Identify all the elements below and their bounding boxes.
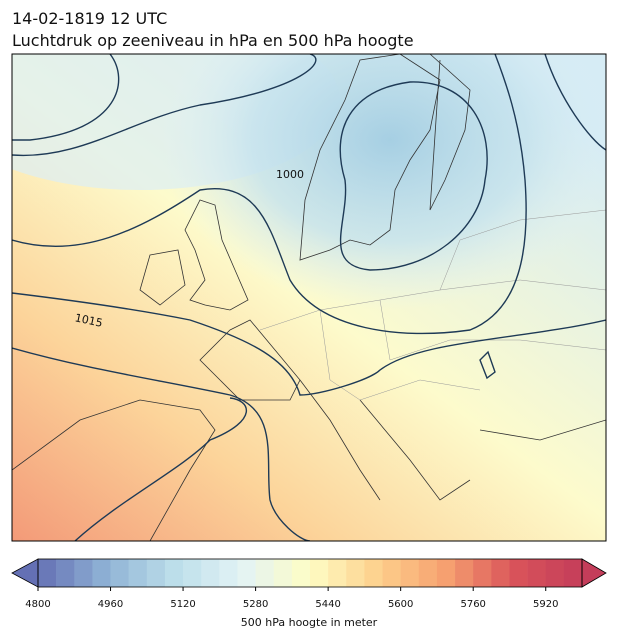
colorbar-tick-label: 5600 (388, 599, 413, 610)
colorbar-bin (545, 559, 565, 587)
colorbar-bin (237, 559, 256, 587)
colorbar-bin (38, 559, 57, 587)
colorbar-bin (436, 559, 456, 587)
colorbar-tick-label: 5120 (170, 599, 195, 610)
subtitle: Luchtdruk op zeeniveau in hPa en 500 hPa… (12, 31, 414, 50)
map: 1000 1015 (12, 54, 606, 541)
colorbar-tick-label: 4960 (98, 599, 123, 610)
colorbar-bin (92, 559, 111, 587)
colorbar-extend (581, 558, 607, 588)
colorbar-tick-label: 5280 (243, 599, 268, 610)
colorbar-bin (183, 559, 202, 587)
coastline (299, 54, 441, 261)
coastline (139, 249, 186, 306)
colorbar-tick-label: 4800 (25, 599, 50, 610)
colorbar-bin (527, 559, 547, 587)
colorbar-label: 500 hPa hoogte in meter (241, 616, 378, 629)
isobar (12, 54, 317, 157)
colorbar-bin (364, 559, 383, 587)
colorbar-bin (509, 559, 528, 587)
contour-label: 1000 (276, 168, 304, 181)
colorbar-tick-label: 5920 (533, 599, 558, 610)
contour-label: 1015 (74, 311, 104, 330)
colorbar-bin (418, 559, 438, 587)
colorbar-bin (346, 559, 365, 587)
isobar (12, 54, 120, 141)
isobar (74, 397, 247, 541)
colorbar-tick-label: 5440 (315, 599, 340, 610)
colorbar-bin (146, 559, 166, 587)
isobar (339, 81, 488, 271)
title: 14-02-1819 12 UTC (12, 9, 167, 28)
colorbar-bin (273, 559, 293, 587)
colorbar-bin (291, 559, 311, 587)
isobar (12, 54, 527, 335)
coastline (12, 399, 216, 541)
colorbar-bin (164, 559, 184, 587)
colorbar-bin (56, 559, 75, 587)
colorbar-bin (491, 559, 510, 587)
colorbar-bin (473, 559, 492, 587)
field (160, 54, 606, 310)
colorbar-bin (400, 559, 420, 587)
map-frame (11, 53, 607, 542)
isobar (479, 350, 496, 380)
colorbar-bin (74, 559, 93, 587)
colorbar-extend (11, 558, 39, 588)
colorbar-bin (455, 559, 474, 587)
colorbar-bin (310, 559, 329, 587)
colorbar-bin (328, 559, 347, 587)
colorbar-bin (382, 559, 401, 587)
colorbar-bin (255, 559, 275, 587)
coastline (429, 54, 471, 211)
coastline (199, 319, 606, 501)
colorbar-bin (201, 559, 220, 587)
colorbar-tick-label: 5760 (460, 599, 485, 610)
colorbar-bin (563, 559, 583, 587)
colorbar-bin (110, 559, 129, 587)
coastline (184, 199, 249, 311)
isobar (12, 292, 606, 396)
colorbar: 4800 4960 5120 5280 5440 5600 5760 5920 (11, 558, 607, 610)
colorbar-bin (128, 559, 148, 587)
isobar (12, 347, 311, 541)
border (259, 209, 606, 401)
colorbar-bin (219, 559, 238, 587)
colorbar-frame (37, 558, 583, 588)
isobar (544, 54, 606, 151)
